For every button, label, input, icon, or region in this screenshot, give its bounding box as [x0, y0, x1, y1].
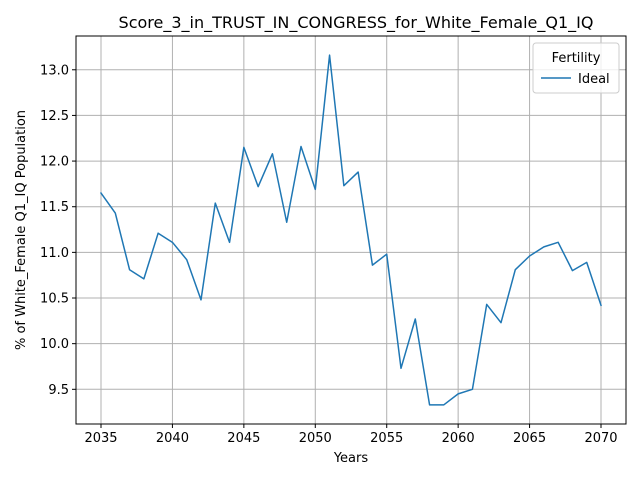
y-tick-label: 11.0 [40, 246, 69, 261]
x-tick-label: 2065 [513, 431, 546, 446]
y-tick-label: 9.5 [48, 383, 69, 398]
legend: Fertility Ideal [532, 42, 620, 94]
y-axis: 9.5 10.0 10.5 11.0 11.5 12.0 12.5 13.0 [40, 63, 76, 398]
x-tick-label: 2035 [84, 431, 117, 446]
legend-box [532, 42, 620, 94]
x-tick-label: 2055 [370, 431, 403, 446]
x-tick-label: 2060 [442, 431, 475, 446]
y-tick-label: 12.0 [40, 155, 69, 170]
x-tick-label: 2045 [227, 431, 260, 446]
legend-title: Fertility [552, 51, 601, 66]
y-tick-label: 13.0 [40, 63, 69, 78]
x-axis: 2035 2040 2045 2050 2055 2060 2065 2070 [84, 424, 618, 446]
y-axis-label: % of White_Female Q1_IQ Population [14, 110, 29, 350]
plot-area [99, 54, 602, 406]
y-tick-label: 11.5 [40, 200, 69, 215]
chart-title: Score_3_in_TRUST_IN_CONGRESS_for_White_F… [119, 13, 594, 33]
grid-lines [76, 36, 626, 424]
legend-entry-ideal: Ideal [578, 72, 610, 87]
x-tick-label: 2070 [584, 431, 617, 446]
axes-frame [75, 35, 627, 425]
y-tick-label: 12.5 [40, 109, 69, 124]
x-tick-label: 2050 [299, 431, 332, 446]
series-line-ideal [99, 54, 602, 406]
y-tick-label: 10.5 [40, 292, 69, 307]
x-axis-label: Years [333, 451, 369, 466]
y-tick-label: 10.0 [40, 337, 69, 352]
x-tick-label: 2040 [156, 431, 189, 446]
